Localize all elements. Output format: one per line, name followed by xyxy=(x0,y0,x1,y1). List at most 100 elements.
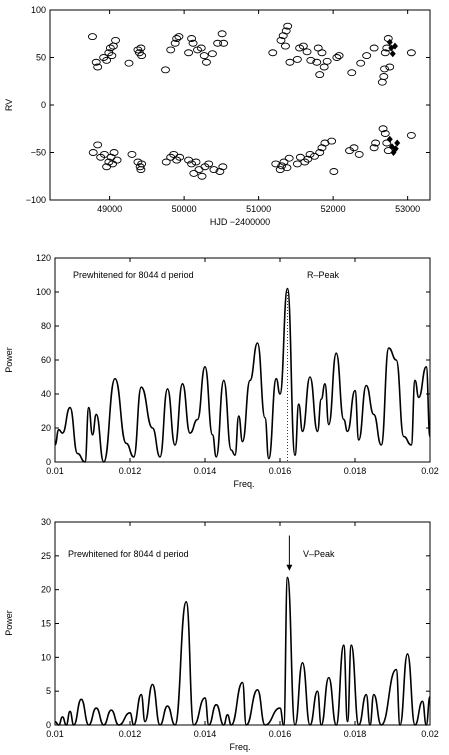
rv-point xyxy=(109,149,119,156)
rv-point xyxy=(111,36,121,44)
rv-point-filled xyxy=(391,42,398,50)
y-tick-label: 20 xyxy=(41,423,51,433)
rv-point xyxy=(107,52,117,60)
rv-point xyxy=(306,56,316,64)
rv-point xyxy=(281,42,290,50)
rv-point xyxy=(382,139,392,147)
y-tick-label: 120 xyxy=(36,253,51,263)
rv-point xyxy=(175,153,185,161)
rv-point xyxy=(349,144,359,152)
rv-point xyxy=(310,152,319,160)
rv-point xyxy=(380,65,389,73)
r-axes: 0.01 0.012 0.014 0.016 0.018 0.02 0 20 40 60 80 100… xyxy=(36,253,439,476)
rv-point xyxy=(207,50,217,58)
y-tick-label: −50 xyxy=(31,148,46,158)
rv-point xyxy=(379,73,389,80)
rv-point-filled xyxy=(392,145,399,153)
rv-point xyxy=(124,59,134,67)
rv-point-filled xyxy=(386,135,393,143)
rv-point xyxy=(329,168,339,175)
x-tick-label: 53000 xyxy=(395,204,420,214)
x-tick-label: 0.014 xyxy=(194,729,217,739)
rv-point xyxy=(356,59,366,67)
rv-point xyxy=(161,66,170,74)
y-tick-label: 100 xyxy=(36,287,51,297)
v-axes: 0.01 0.012 0.014 0.016 0.018 0.02 0 5 10 15 20 25 30 xyxy=(41,517,439,739)
rv-scatter-panel: 49000 50000 51000 52000 53000 −100 −50 0 50 100 R… xyxy=(4,5,431,227)
rv-point xyxy=(102,56,112,64)
y-tick-label: 5 xyxy=(46,686,51,696)
rv-point xyxy=(199,52,209,60)
rv-point xyxy=(277,162,287,170)
rv-point xyxy=(161,158,171,166)
y-tick-label: 0 xyxy=(46,720,51,730)
x-tick-label: 50000 xyxy=(172,204,197,214)
rv-point xyxy=(281,27,291,35)
rv-point xyxy=(315,71,325,79)
rv-point xyxy=(385,63,395,71)
rv-point xyxy=(371,139,381,147)
rv-point xyxy=(172,35,182,42)
r-annotation-prewhitened: Prewhitened for 8044 d period xyxy=(73,270,194,280)
rv-point xyxy=(284,154,294,162)
rv-axes: 49000 50000 51000 52000 53000 −100 −50 0 50 100 xyxy=(26,5,430,214)
rv-point xyxy=(380,49,390,57)
x-tick-label: 0.018 xyxy=(344,466,367,476)
rv-point xyxy=(202,58,211,66)
rv-point xyxy=(268,49,278,57)
rv-point xyxy=(305,150,315,158)
rv-point xyxy=(91,58,101,66)
rv-point xyxy=(187,35,197,42)
y-tick-label: 40 xyxy=(41,389,51,399)
rv-point-filled xyxy=(389,50,396,58)
rv-point xyxy=(380,130,390,137)
v-power-line xyxy=(54,576,431,726)
y-tick-label: 0 xyxy=(46,457,51,467)
r-power-line xyxy=(54,287,431,463)
x-tick-label: 0.016 xyxy=(269,466,292,476)
r-plot-frame xyxy=(54,257,431,463)
rv-point xyxy=(136,44,146,52)
rv-point xyxy=(315,149,325,156)
rv-point xyxy=(369,144,379,152)
rv-point xyxy=(184,49,194,57)
x-tick-label: 0.014 xyxy=(194,466,217,476)
rv-point-filled xyxy=(386,38,393,46)
rv-point xyxy=(93,141,103,149)
x-tick-label: 51000 xyxy=(246,204,271,214)
y-tick-label: 50 xyxy=(36,53,46,63)
rv-point xyxy=(174,33,184,41)
y-tick-label: −100 xyxy=(26,195,46,205)
rv-point xyxy=(219,39,229,47)
rv-point xyxy=(322,57,332,65)
rv-point xyxy=(88,149,98,156)
rv-point xyxy=(406,49,416,57)
x-tick-label: 0.012 xyxy=(119,466,142,476)
rv-point xyxy=(369,44,379,52)
rv-point xyxy=(302,48,312,56)
x-tick-label: 0.01 xyxy=(46,729,64,739)
rv-point xyxy=(209,166,219,174)
rv-y-axis-label: RV xyxy=(4,99,14,111)
rv-point xyxy=(194,166,204,174)
y-tick-label: 100 xyxy=(31,5,46,15)
rv-point xyxy=(378,125,388,133)
rv-point xyxy=(127,150,137,158)
rv-point xyxy=(108,160,118,168)
r-x-axis-label: Freq. xyxy=(233,479,254,489)
rv-point xyxy=(189,169,199,177)
rv-point xyxy=(362,52,372,60)
rv-point xyxy=(292,55,302,63)
x-tick-label: 49000 xyxy=(97,204,122,214)
y-tick-label: 60 xyxy=(41,355,51,365)
y-tick-label: 0 xyxy=(41,100,46,110)
y-tick-label: 10 xyxy=(41,652,51,662)
rv-point xyxy=(187,160,197,168)
r-annotation-peak: R–Peak xyxy=(307,270,340,280)
rv-point-filled xyxy=(394,139,401,147)
y-tick-label: 80 xyxy=(41,321,51,331)
rv-point xyxy=(354,150,364,158)
rv-point xyxy=(312,58,322,66)
rv-points xyxy=(88,22,416,180)
x-tick-label: 0.016 xyxy=(269,729,292,739)
